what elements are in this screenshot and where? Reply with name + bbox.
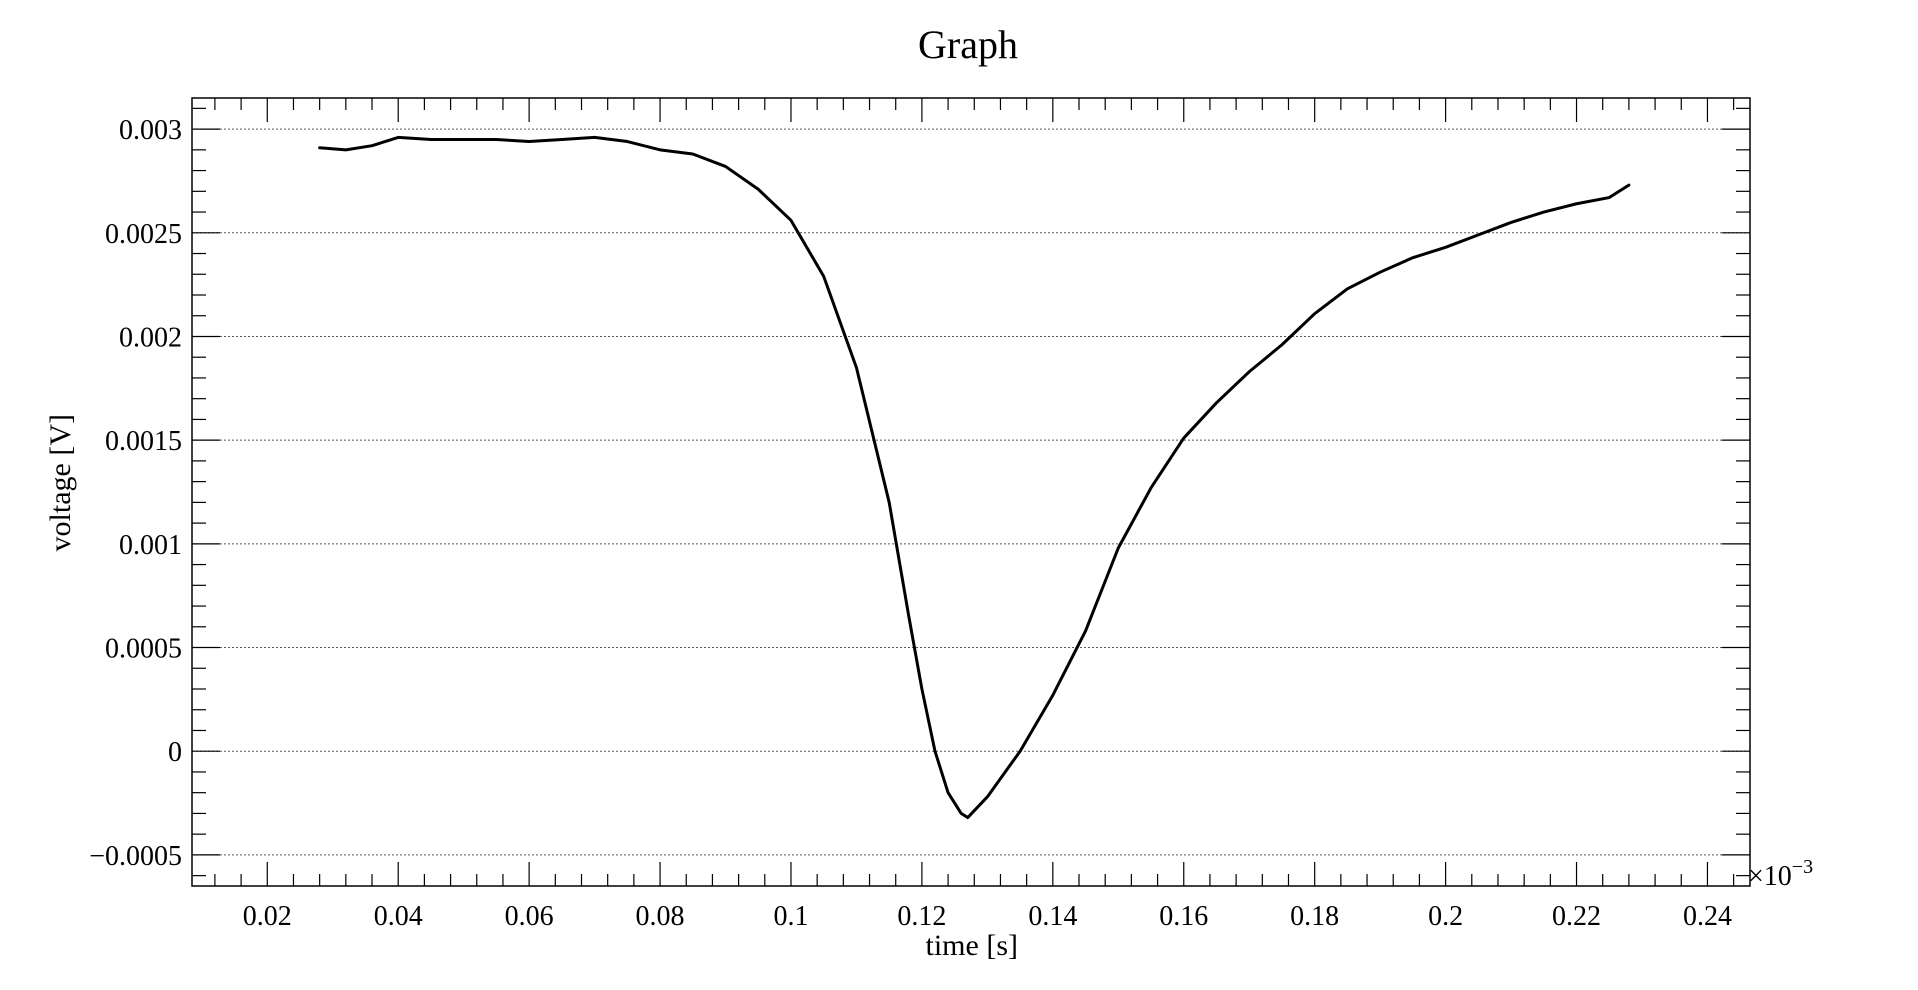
y-axis-label: voltage [V] (44, 414, 77, 551)
x-tick-label: 0.22 (1552, 901, 1601, 932)
x-axis-label: time [s] (926, 929, 1018, 962)
y-tick-label: 0.001 (119, 530, 182, 561)
x-tick-label: 0.06 (505, 901, 554, 932)
x-tick-label: 0.14 (1028, 901, 1077, 932)
series-layer (318, 135, 1631, 820)
grid-lines (192, 128, 1750, 856)
y-tick-label: 0 (168, 737, 182, 768)
x-tick-label: 0.1 (773, 901, 808, 932)
x-tick-label: 0.16 (1159, 901, 1208, 932)
x-tick-label: 0.12 (897, 901, 946, 932)
series-line (318, 135, 1631, 820)
y-tick-label: 0.0005 (105, 634, 182, 665)
plot-frame (191, 97, 1751, 887)
axes: −0.0005 0 0.0005 0.001 0.0015 0.002 0.0025 0.00… (89, 97, 1751, 932)
x-tick-label: 0.02 (243, 901, 292, 932)
y-tick-label: 0.0025 (105, 219, 182, 250)
x-tick-label: 0.08 (636, 901, 685, 932)
x-tick-label: 0.2 (1428, 901, 1463, 932)
y-tick-label: 0.003 (119, 115, 182, 146)
y-tick-label: 0.002 (119, 322, 182, 353)
x-tick-label: 0.04 (374, 901, 423, 932)
y-tick-label: 0.0015 (105, 426, 182, 457)
x-axis-multiplier: ×10−3 (1748, 856, 1813, 892)
x-tick-label: 0.18 (1290, 901, 1339, 932)
x-tick-label: 0.24 (1683, 901, 1732, 932)
x-axis-multiplier-exponent: −3 (1792, 856, 1813, 878)
chart-title: Graph (918, 22, 1018, 67)
y-tick-label: −0.0005 (89, 841, 182, 872)
